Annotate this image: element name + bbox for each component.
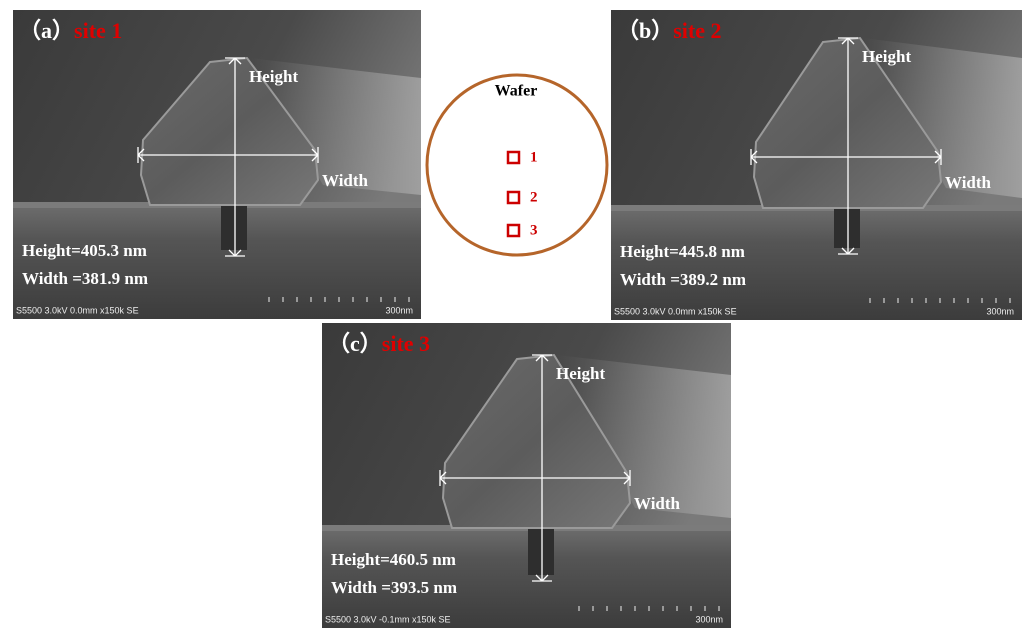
- sem-footer: S5500 3.0kV -0.1mm x150k SE: [325, 614, 451, 624]
- sem-footer: S5500 3.0kV 0.0mm x150k SE: [614, 306, 737, 316]
- height-result: Height=460.5 nm: [331, 550, 456, 569]
- wafer-diagram: Wafer 1 2 3: [427, 75, 607, 255]
- width-label: Width: [634, 494, 681, 513]
- width-result: Width =381.9 nm: [22, 269, 148, 288]
- panel-letter: （a）: [19, 18, 74, 43]
- stem: [834, 208, 860, 248]
- site-name: site 1: [74, 18, 122, 43]
- stem: [221, 205, 247, 250]
- sem-panel: （a）site 1 Height Width Height=405.3 nm Width…: [13, 10, 421, 319]
- sem-panel: （b）site 2 Height Width Height=445.8 nm Width…: [611, 10, 1022, 320]
- stem: [528, 528, 554, 575]
- height-label: Height: [249, 67, 298, 86]
- width-result: Width =389.2 nm: [620, 270, 746, 289]
- panel-label: （b）site 2: [617, 18, 722, 43]
- width-result: Width =393.5 nm: [331, 578, 457, 597]
- height-result: Height=405.3 nm: [22, 241, 147, 260]
- scale-label: 300nm: [385, 305, 413, 315]
- sem-panel: （c）site 3 Height Width Height=460.5 nm Width…: [322, 323, 731, 628]
- site-name: site 2: [673, 18, 721, 43]
- panel-label: （a）site 1: [19, 18, 122, 43]
- site-name: site 3: [382, 331, 430, 356]
- width-label: Width: [945, 173, 992, 192]
- site-number: 3: [530, 222, 538, 238]
- width-label: Width: [322, 171, 369, 190]
- height-label: Height: [862, 47, 911, 66]
- panel-letter: （c）: [328, 331, 382, 356]
- panel-letter: （b）: [617, 18, 673, 43]
- figure: Wafer 1 2 3 （a）site 1 Height Width Height=4…: [0, 0, 1024, 628]
- panel-label: （c）site 3: [328, 331, 430, 356]
- site-number: 1: [530, 149, 538, 165]
- site-number: 2: [530, 189, 538, 205]
- height-result: Height=445.8 nm: [620, 242, 745, 261]
- wafer-title: Wafer: [495, 83, 538, 100]
- wafer-outline: [427, 75, 607, 255]
- height-label: Height: [556, 364, 605, 383]
- sem-footer: S5500 3.0kV 0.0mm x150k SE: [16, 305, 139, 315]
- substrate: [13, 205, 421, 319]
- scale-label: 300nm: [986, 306, 1014, 316]
- scale-label: 300nm: [695, 614, 723, 624]
- substrate: [611, 208, 1022, 320]
